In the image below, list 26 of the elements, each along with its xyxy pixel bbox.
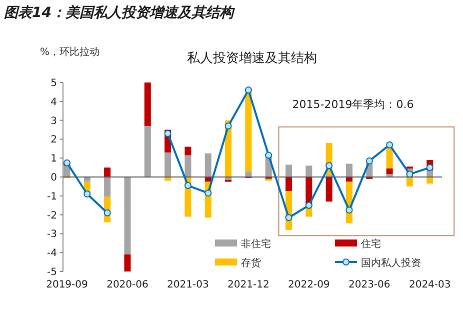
x-tick-label: 2024-03 — [408, 280, 451, 290]
x-tick-label: 2023-06 — [348, 280, 390, 290]
y-tick-label: -5 — [47, 267, 57, 278]
legend-label: 国内私人投资 — [361, 257, 421, 269]
y-axis-title: %，环比拉动 — [40, 46, 100, 58]
y-tick-label: -4 — [47, 248, 57, 260]
x-tick-label: 2020-06 — [106, 280, 148, 290]
x-tick-label: 2021-12 — [228, 280, 270, 290]
y-tick-label: -3 — [47, 229, 57, 240]
annotation: 2015-2019年季均：0.6 — [292, 98, 414, 111]
chart-subtitle: 私人投资增速及其结构 — [187, 51, 317, 66]
chart-title: 图表14：美国私人投资增速及其结构 — [4, 4, 236, 21]
x-tick-label: 2021-03 — [167, 280, 209, 290]
y-tick-label: 5 — [50, 78, 57, 89]
y-tick-label: 2 — [50, 134, 57, 146]
y-tick-label: 4 — [50, 96, 57, 108]
legend-label: 非住宅 — [241, 238, 271, 250]
y-tick-label: 3 — [50, 116, 57, 127]
y-tick-label: -1 — [47, 191, 57, 202]
x-tick-label: 2022-09 — [288, 280, 330, 290]
y-tick-label: 0 — [50, 172, 57, 184]
y-tick-label: -2 — [47, 210, 57, 222]
legend-label: 住宅 — [361, 238, 381, 250]
x-tick-label: 2019-09 — [46, 280, 88, 290]
y-tick-label: 1 — [50, 154, 57, 165]
legend-label: 存货 — [241, 257, 261, 269]
